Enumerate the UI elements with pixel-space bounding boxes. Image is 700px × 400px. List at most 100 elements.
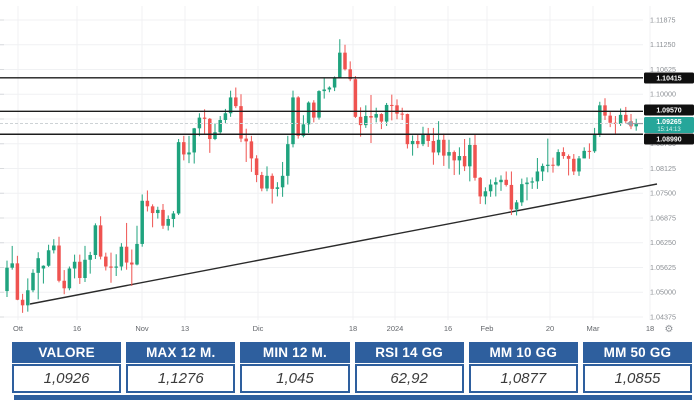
candle-body (270, 175, 274, 189)
candle-down (452, 150, 456, 176)
candle-body (26, 290, 30, 306)
price-axis-label: 1.08125 (650, 164, 676, 173)
candle-body (421, 135, 425, 145)
candle-body (249, 141, 254, 159)
candle-body (197, 117, 202, 129)
candle-body (504, 179, 508, 185)
candle-body (358, 116, 363, 126)
candle-up (483, 187, 488, 205)
price-axis-label: 1.06875 (650, 213, 676, 222)
candle-body (176, 142, 181, 214)
candle-down (566, 154, 571, 176)
price-axis-label: 1.07500 (650, 189, 676, 198)
candle-down (442, 133, 446, 166)
candle-body (608, 115, 612, 123)
tag-bg (644, 72, 694, 84)
candle-up (322, 77, 326, 99)
candle-body (520, 184, 524, 203)
candle-body (306, 102, 311, 125)
candle-body (104, 256, 108, 267)
candle-down (254, 155, 259, 183)
candle-body (145, 200, 150, 207)
tag-bg (644, 117, 694, 133)
time-axis-label: 16 (444, 324, 452, 333)
candle-body (426, 135, 430, 141)
candle-down (208, 118, 212, 153)
candle-body (317, 91, 321, 118)
candle-body (566, 156, 571, 159)
candle-body (572, 158, 576, 172)
candle-up (535, 158, 540, 189)
candle-up (10, 245, 14, 270)
candle-body (535, 171, 540, 182)
candle-up (317, 90, 321, 120)
candle-body (624, 114, 628, 122)
candle-up (275, 182, 280, 197)
candle-body (540, 165, 545, 172)
candle-down (405, 113, 410, 149)
candle-body (603, 105, 607, 116)
candle-body (374, 114, 378, 118)
candle-body (67, 268, 72, 289)
candle-up (436, 121, 441, 156)
time-axis-label: Mar (587, 324, 600, 333)
candle-body (244, 138, 248, 142)
candle-down (15, 255, 20, 301)
candle-body (265, 175, 269, 189)
candle-up (218, 116, 222, 134)
candle-up (265, 166, 269, 192)
candle-body (171, 213, 176, 219)
candle-down (57, 236, 61, 283)
settings-gear-icon[interactable]: ⚙ (665, 324, 674, 335)
candle-down (296, 96, 300, 139)
candle-up (468, 137, 472, 182)
candle-body (15, 263, 20, 300)
price-axis-label: 1.04375 (650, 312, 676, 321)
candle-down (358, 107, 363, 137)
candle-body (135, 243, 139, 265)
candle-body (312, 102, 316, 118)
candle-down (161, 203, 165, 229)
candle-body (405, 114, 410, 145)
candle-up (156, 206, 160, 219)
stat-column-mm10: MM 10 GG 1,0877 (468, 342, 578, 393)
candle-body (228, 97, 233, 114)
candle-body (561, 152, 566, 157)
candle-up (540, 163, 545, 181)
candle-up (447, 139, 451, 169)
candle-down (431, 127, 436, 165)
candle-body (348, 69, 352, 80)
candle-down (426, 127, 430, 147)
candle-body (301, 124, 306, 136)
candle-down (416, 134, 420, 149)
price-axis: 1.118751.112501.106251.100001.087501.081… (650, 15, 676, 321)
tag-bg (644, 133, 694, 145)
candle-body (10, 263, 14, 268)
candle-down (369, 95, 373, 143)
time-axis-label: 18 (646, 324, 654, 333)
candle-body (57, 245, 61, 281)
time-axis: Ott 16 Nov 13 Dic 18 2024 16 Feb 20 Mar 18 (13, 324, 654, 333)
candle-down (234, 87, 238, 109)
price-axis-label: 1.06250 (650, 238, 676, 247)
candle-up (634, 118, 638, 131)
candle-body (202, 117, 207, 119)
candle-body (384, 104, 389, 122)
candle-body (525, 182, 529, 185)
stat-column-min12m: MIN 12 M. 1,045 (240, 342, 350, 393)
candle-down (130, 249, 134, 286)
price-axis-label: 1.10000 (650, 90, 676, 99)
stat-header: MM 10 GG (468, 342, 578, 363)
candle-up (41, 265, 46, 284)
candle-body (514, 202, 519, 210)
candle-body (364, 116, 368, 126)
stat-value: 1,0926 (12, 364, 122, 393)
candle-up (598, 101, 602, 138)
candle-body (156, 209, 160, 214)
candle-up (36, 252, 40, 300)
candle-body (494, 182, 498, 185)
candle-down (390, 94, 394, 121)
level-price-tag: 1.08990 (644, 133, 694, 145)
candle-body (31, 272, 35, 291)
stats-table: VALORE 1,0926 MAX 12 M. 1,1276 MIN 12 M.… (12, 342, 693, 393)
